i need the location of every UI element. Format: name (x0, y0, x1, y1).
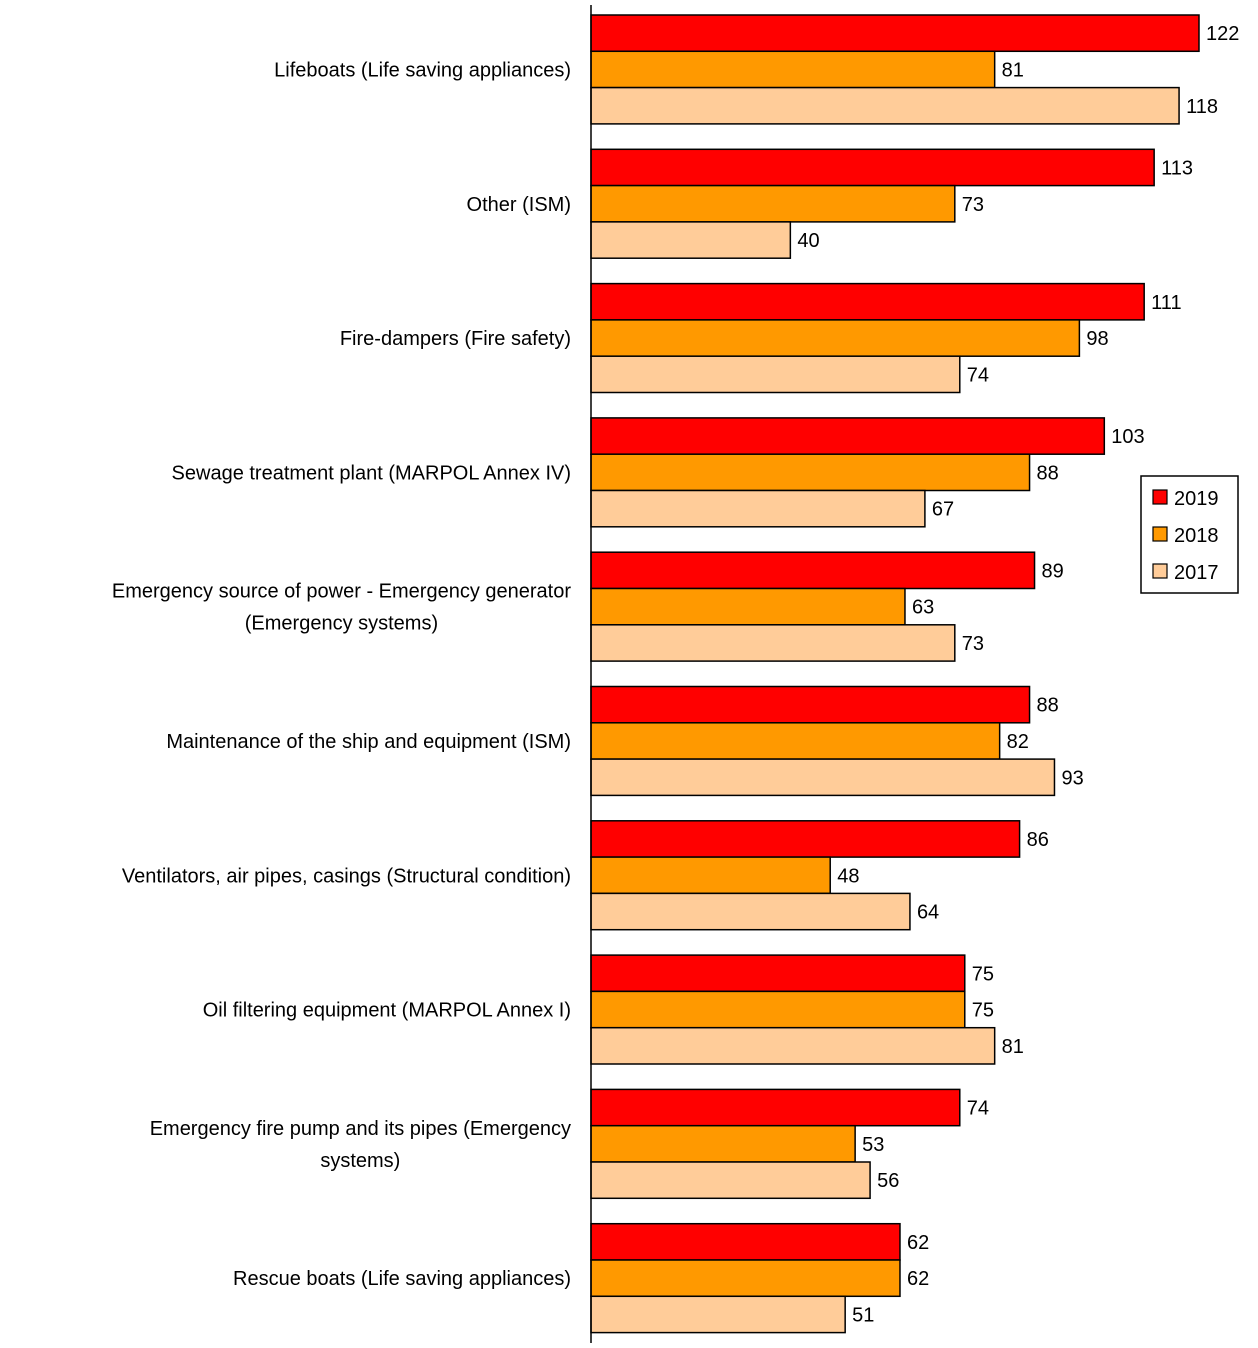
category-label-line: Ventilators, air pipes, casings (Structu… (122, 865, 571, 887)
bar-2019-6 (590, 820, 1021, 858)
bar-2017-7 (590, 1026, 996, 1065)
category-label-line: Oil filtering equipment (MARPOL Annex I) (203, 1000, 571, 1022)
data-label-2019-7: 75 (972, 963, 994, 985)
data-label-2018-2: 98 (1086, 328, 1108, 350)
category-label-4: Emergency source of power - Emergency ge… (112, 581, 571, 635)
bar-2017-8 (590, 1161, 871, 1200)
bars-layer (590, 14, 1200, 1334)
data-label-2018-6: 48 (837, 865, 859, 887)
data-label-2019-4: 89 (1042, 560, 1064, 582)
data-label-2018-9: 62 (907, 1268, 929, 1290)
data-label-2019-6: 86 (1027, 829, 1049, 851)
legend-label-2019: 2019 (1174, 488, 1219, 510)
bar-2018-9 (590, 1259, 901, 1298)
category-label-line: (Emergency systems) (245, 613, 438, 635)
bar-2018-4 (590, 587, 906, 626)
bar-2019-5 (590, 685, 1031, 724)
data-label-2018-1: 73 (962, 194, 984, 216)
data-label-2017-9: 51 (852, 1304, 874, 1326)
bar-2019-0 (590, 14, 1200, 53)
bar-2017-5 (590, 758, 1056, 797)
bar-2017-9 (590, 1295, 846, 1334)
category-label-line: Rescue boats (Life saving appliances) (233, 1268, 571, 1290)
data-label-2018-4: 63 (912, 597, 934, 619)
data-label-2017-4: 73 (962, 633, 984, 655)
bar-2017-2 (590, 355, 961, 394)
bar-2018-2 (590, 319, 1081, 357)
legend: 2019 2018 2017 (1140, 475, 1239, 594)
legend-swatch-2017 (1152, 563, 1168, 579)
data-label-2017-8: 56 (877, 1170, 899, 1192)
data-label-2018-7: 75 (972, 1000, 994, 1022)
category-label-7: Oil filtering equipment (MARPOL Annex I) (203, 1000, 571, 1022)
data-label-2019-5: 88 (1037, 695, 1059, 717)
category-label-line: Emergency fire pump and its pipes (Emerg… (150, 1118, 571, 1140)
bar-2018-8 (590, 1124, 856, 1163)
data-label-2018-3: 88 (1037, 462, 1059, 484)
data-label-2019-2: 111 (1151, 292, 1181, 314)
category-label-line: systems) (320, 1150, 400, 1172)
data-label-2019-1: 113 (1161, 157, 1193, 179)
category-label-line: Sewage treatment plant (MARPOL Annex IV) (172, 462, 571, 484)
category-label-line: Maintenance of the ship and equipment (I… (166, 731, 571, 753)
category-label-0: Lifeboats (Life saving appliances) (274, 59, 571, 81)
data-label-2018-0: 81 (1002, 59, 1024, 81)
data-label-2017-3: 67 (932, 499, 954, 521)
category-label-line: Fire-dampers (Fire safety) (340, 328, 571, 350)
bar-2019-3 (590, 417, 1106, 455)
bar-2017-3 (590, 489, 926, 528)
bar-2018-1 (590, 184, 956, 223)
bar-2019-7 (590, 954, 966, 993)
bar-2019-1 (590, 148, 1155, 187)
category-label-9: Rescue boats (Life saving appliances) (233, 1268, 571, 1290)
data-label-2019-3: 103 (1111, 426, 1144, 448)
bar-2017-0 (590, 86, 1180, 125)
legend-label-2017: 2017 (1174, 562, 1219, 584)
data-label-2017-1: 40 (797, 230, 819, 252)
bar-2018-0 (590, 50, 996, 89)
data-label-2017-2: 74 (967, 364, 989, 386)
bar-2017-4 (590, 624, 956, 662)
data-label-2017-5: 93 (1061, 767, 1083, 789)
data-label-2017-7: 81 (1002, 1036, 1024, 1058)
bar-2018-3 (590, 453, 1031, 492)
bar-2019-2 (590, 282, 1145, 321)
bar-2019-9 (590, 1222, 901, 1261)
bar-2017-1 (590, 221, 792, 259)
data-label-2017-0: 118 (1186, 96, 1218, 118)
category-label-line: Other (ISM) (467, 194, 571, 216)
category-label-5: Maintenance of the ship and equipment (I… (166, 731, 571, 753)
bar-2017-6 (590, 892, 911, 931)
data-label-2019-9: 62 (907, 1232, 929, 1254)
category-label-3: Sewage treatment plant (MARPOL Annex IV) (172, 462, 571, 484)
category-label-6: Ventilators, air pipes, casings (Structu… (122, 865, 571, 887)
data-label-2019-8: 74 (967, 1098, 989, 1120)
data-label-2017-6: 64 (917, 902, 939, 924)
legend-swatch-2019 (1152, 489, 1168, 505)
category-label-line: Emergency source of power - Emergency ge… (112, 581, 571, 603)
bar-2018-7 (590, 990, 966, 1029)
category-label-line: Lifeboats (Life saving appliances) (274, 59, 571, 81)
data-label-2018-8: 53 (862, 1134, 884, 1156)
legend-label-2018: 2018 (1174, 525, 1219, 547)
bar-2019-8 (590, 1088, 961, 1127)
bar-2018-6 (590, 856, 831, 895)
category-label-8: Emergency fire pump and its pipes (Emerg… (150, 1118, 571, 1172)
category-labels-layer: 122 81 118 Lifeboats (Life saving appliance… (112, 23, 1239, 1326)
data-label-2019-0: 122 (1206, 23, 1239, 45)
data-label-2018-5: 82 (1007, 731, 1029, 753)
category-label-1: Other (ISM) (467, 194, 571, 216)
legend-swatch-2018 (1152, 526, 1168, 542)
category-label-2: Fire-dampers (Fire safety) (340, 328, 571, 350)
bar-2019-4 (590, 551, 1036, 590)
bar-2018-5 (590, 722, 1001, 760)
